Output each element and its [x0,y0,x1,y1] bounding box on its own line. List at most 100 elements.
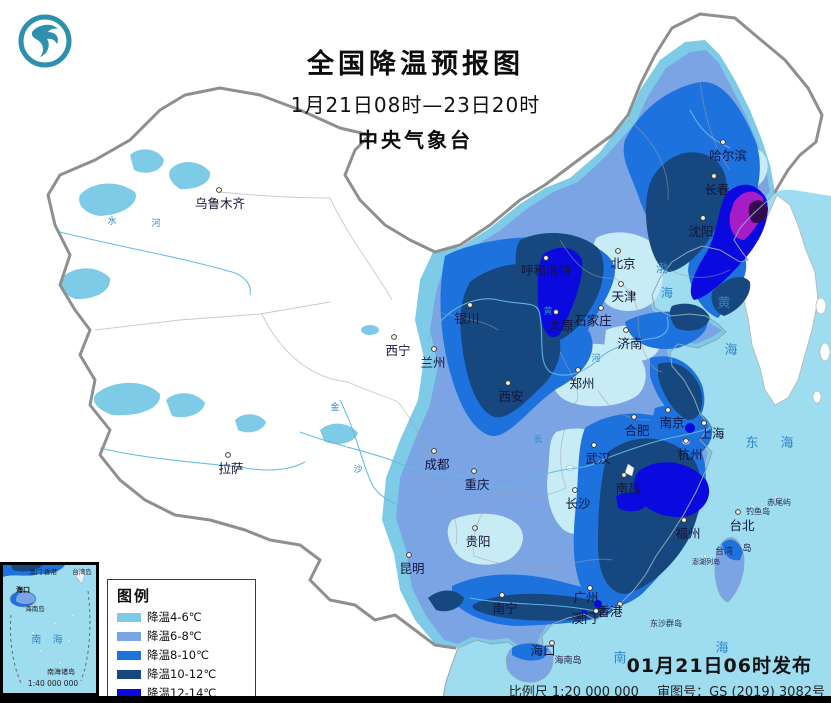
city-label: 拉萨 [218,461,243,476]
sea-label: 东 [745,436,758,451]
province-borders [94,81,731,569]
legend-swatch [117,631,141,641]
river-label: 黄 [543,305,552,317]
sea-label: 南 [613,650,626,666]
rivers [59,109,731,613]
city-label: 杭州 [677,447,702,462]
inset-islands-label: 南海诸岛 [47,667,75,676]
city-marker [735,509,741,515]
city-marker [711,173,717,179]
logo-swirl [31,24,58,57]
sea-label: 海 [780,436,793,451]
legend-label: 降温4-6℃ [147,610,202,624]
city-marker [406,552,412,558]
city-marker [618,281,624,287]
legend-swatch [117,650,141,660]
lakes [361,325,690,477]
city-marker [391,334,397,340]
city-label: 南京 [659,415,684,430]
city-label: 西宁 [385,343,410,358]
city-label: 南宁 [492,601,517,616]
city-label: 太原 [548,318,573,333]
inset-hainan-label: 海南岛 [25,604,45,613]
legend-swatch [117,612,141,622]
city-label: 合肥 [624,423,650,438]
zone-16-18 [748,200,768,224]
city-marker [216,187,222,193]
south-china-sea-inset: 澳门 香港 台湾岛 海口 海南岛 南 海 南海诸岛 1:40 000 000 [0,562,99,696]
legend-label: 降温8-10℃ [147,648,210,662]
city-label: 天津 [611,289,636,304]
island-label: 澎湖列岛 [692,557,720,566]
inset-taiwan [75,568,86,585]
city-marker [472,525,478,531]
city-label: 昆明 [399,561,424,576]
legend-row: 降温10-12℃ [117,666,247,682]
sea-label: 渤 [656,261,668,275]
cma-logo [18,14,72,68]
city-marker [543,255,549,261]
hainan-island [505,642,554,683]
city-label: 香港 [597,604,623,619]
city-label: 上海 [699,426,725,441]
legend-box: 图例 降温4-6℃降温6-8℃降温8-10℃降温10-12℃降温12-14℃降温… [107,579,256,703]
city-marker [617,601,623,607]
city-label: 济南 [617,336,642,351]
city-marker [225,452,231,458]
city-marker [499,592,505,598]
legend-row: 降温6-8℃ [117,628,247,644]
island-label: 赤尾屿 [767,498,791,507]
legend-swatch [117,688,141,698]
bottom-frame-bar [0,696,831,703]
legend-row: 降温8-10℃ [117,647,247,663]
city-label: 台北 [729,518,755,533]
city-marker [621,472,627,478]
sea-label: 海 [724,343,737,358]
river-label: 河 [591,352,600,364]
city-label: 南昌 [615,481,640,496]
city-label: 武汉 [585,451,611,466]
city-marker [471,468,477,474]
small-islands [578,495,778,643]
island-label: 海南岛 [554,654,581,666]
city-label: 成都 [424,457,450,472]
city-marker [591,442,597,448]
sea-label: 海 [661,285,673,300]
island-label: 东沙群岛 [650,618,682,628]
city-marker [431,448,437,454]
inset-hainan-light [16,592,36,604]
city-marker [615,248,621,254]
legend-title: 图例 [117,587,152,605]
legend-row: 降温4-6℃ [117,609,247,625]
inset-sea-label: 南 海 [31,633,66,646]
river-label: 水 [107,215,116,227]
city-marker [467,302,473,308]
city-label: 广州 [573,590,598,605]
city-label: 哈尔滨 [709,148,747,163]
city-marker [587,585,593,591]
inset-dash-line-left [10,614,22,684]
taiwan-island [714,537,745,603]
city-marker [549,640,555,646]
island-label: 台湾 [715,545,733,557]
inset-macau-hk-label: 澳门 香港 [29,567,58,576]
city-marker [553,309,559,315]
city-label: 银川 [454,311,479,326]
city-label: 乌鲁木齐 [195,196,246,211]
city-label: 福州 [675,526,700,541]
sea-label: 黄 [717,296,730,311]
city-label: 贵阳 [465,534,490,549]
city-marker [720,139,726,145]
inset-taiwan-label: 台湾岛 [72,567,92,576]
national-border [46,12,824,650]
city-marker [593,608,599,614]
inset-scale-label: 1:40 000 000 [28,679,78,688]
legend-label: 降温6-8℃ [147,629,202,643]
inset-coast-dark [11,565,43,572]
zone-4-6-west-patches [59,149,358,445]
japan-islands [812,297,831,404]
city-marker [598,305,604,311]
